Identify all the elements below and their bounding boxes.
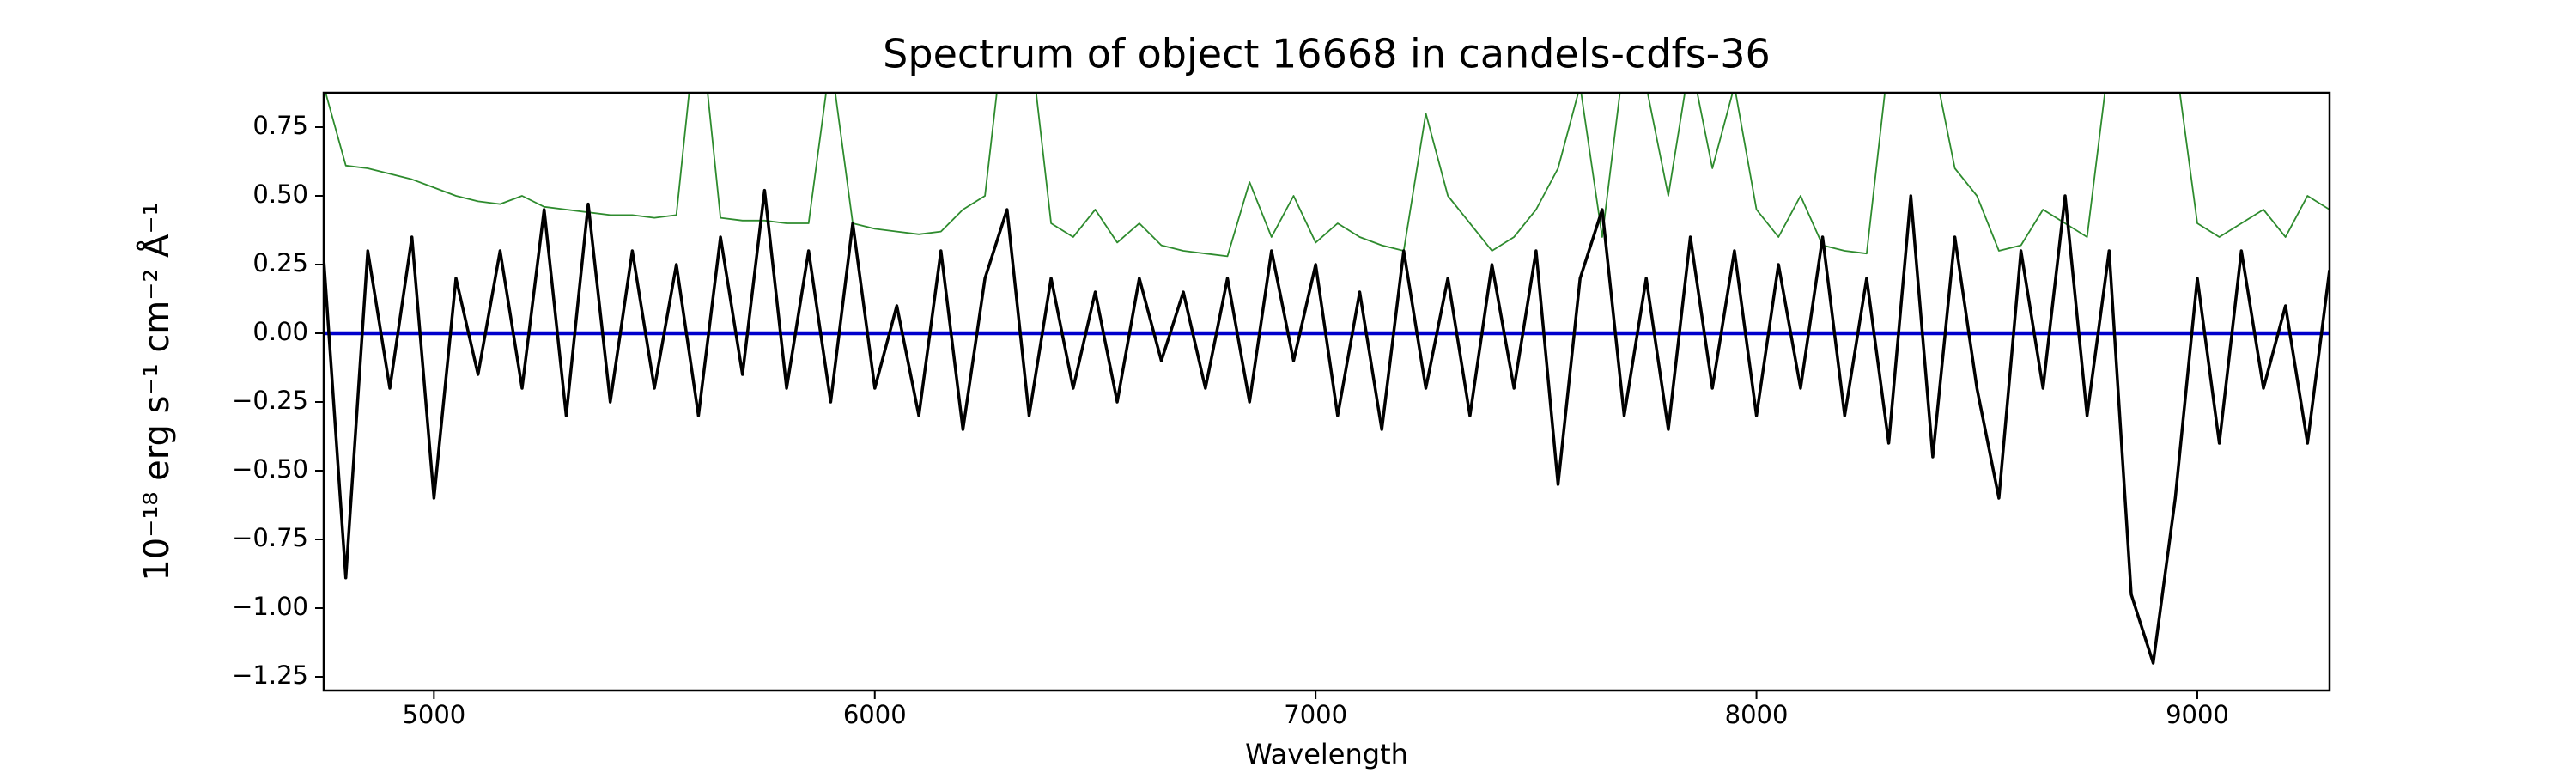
x-tick-label: 8000 [1725,700,1789,729]
y-tick-label: −0.25 [232,386,308,415]
y-tick-label: 0.75 [252,111,308,140]
x-tick-label: 5000 [402,700,465,729]
y-tick-label: −1.00 [232,592,308,621]
y-axis-label: 10⁻¹⁸ erg s⁻¹ cm⁻² Å⁻¹ [136,202,177,581]
y-tick-label: 0.25 [252,248,308,277]
plot-frame [322,91,2331,692]
x-tick-label: 9000 [2166,700,2229,729]
chart-title: Spectrum of object 16668 in candels-cdfs… [883,31,1771,77]
x-tick-label: 7000 [1284,700,1347,729]
y-tick-label: −0.75 [232,523,308,552]
spectrum-line [324,188,2330,665]
x-tick-label: 6000 [843,700,907,729]
y-tick-label: 0.00 [252,317,308,346]
y-tick-label: −1.25 [232,660,308,690]
y-tick-label: 0.50 [252,180,308,209]
y-tick-label: −0.50 [232,454,308,484]
spectrum-line [325,93,2330,258]
x-axis-label: Wavelength [1245,738,1408,770]
plot-area [324,93,2330,665]
